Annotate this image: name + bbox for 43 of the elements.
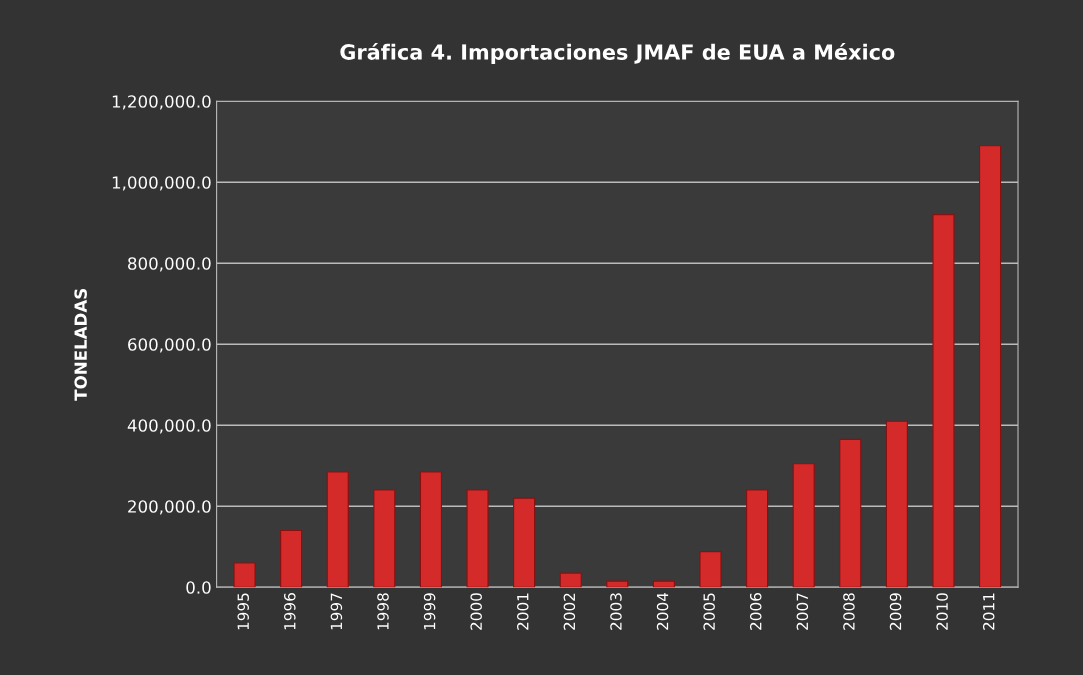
x-tick-label: 2011 <box>982 593 995 630</box>
x-tick-label: 2006 <box>749 593 762 630</box>
x-tick-label: 2002 <box>563 593 576 630</box>
x-tick-label: 2003 <box>610 593 622 630</box>
x-tick-label: 1996 <box>284 593 296 630</box>
x-tick-label: 2007 <box>796 593 809 630</box>
bar <box>513 497 536 588</box>
bar <box>792 463 815 588</box>
bar <box>652 580 675 588</box>
x-tick-label: 1997 <box>330 593 343 630</box>
y-axis-title: TONELADAS <box>74 288 87 401</box>
x-tick-label: 2008 <box>843 593 855 630</box>
y-tick-label: 1,200,000.0 <box>112 95 211 110</box>
y-tick-label: 600,000.0 <box>128 338 211 353</box>
bar <box>326 471 349 588</box>
bar <box>699 551 722 588</box>
y-tick-label: 800,000.0 <box>128 257 211 272</box>
bar <box>233 562 256 588</box>
bar <box>559 572 582 588</box>
bar <box>839 438 862 588</box>
x-tick-label: 2010 <box>936 593 948 630</box>
bar <box>746 489 769 588</box>
x-tick-label: 1998 <box>377 593 389 630</box>
x-tick-label: 2005 <box>703 593 715 630</box>
x-tick-label: 1999 <box>423 593 436 630</box>
bar <box>932 214 955 588</box>
y-tick-label: 200,000.0 <box>128 500 211 515</box>
x-tick-label: 2000 <box>470 593 482 630</box>
bar <box>885 420 908 588</box>
x-tick-label: 2009 <box>889 593 902 630</box>
y-tick-label: 0.0 <box>186 581 211 594</box>
x-tick-label: 2004 <box>656 592 669 630</box>
x-tick-label: 1995 <box>237 593 249 630</box>
bar <box>466 489 489 588</box>
chart-title: Gráfica 4. Importaciones JMAF de EUA a México <box>340 42 895 64</box>
y-tick-label: 400,000.0 <box>127 419 211 434</box>
bar <box>979 145 1002 588</box>
y-tick-label: 1,000,000.0 <box>112 176 211 191</box>
bar <box>419 471 442 588</box>
x-tick-label: 2001 <box>517 593 529 630</box>
bar <box>280 529 303 588</box>
bar <box>606 580 629 588</box>
bar <box>373 489 396 588</box>
